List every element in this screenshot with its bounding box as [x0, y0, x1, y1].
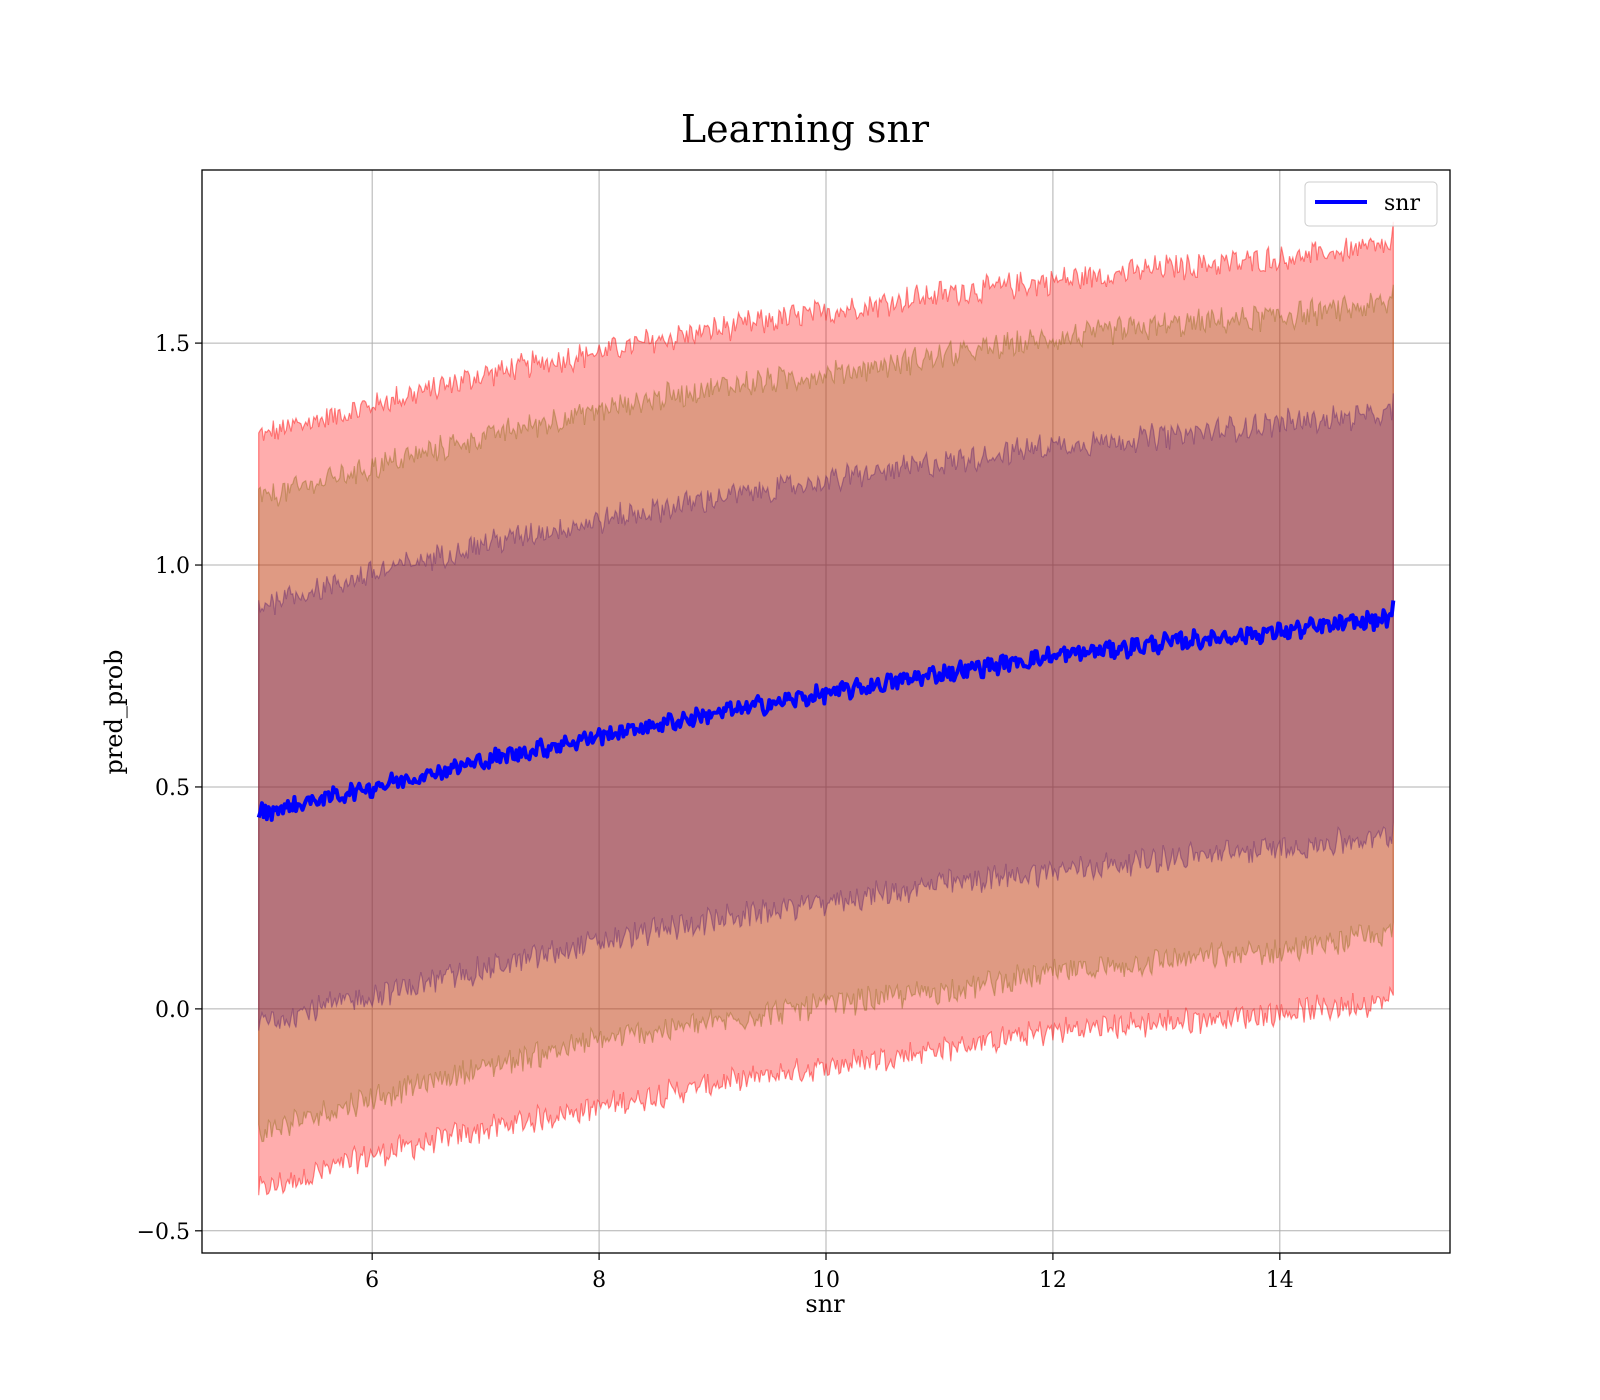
legend-entry-snr: snr: [1384, 191, 1420, 216]
y-tick-label: 0.5: [155, 776, 190, 801]
chart-title: Learning snr: [681, 107, 930, 151]
y-tick-label: 0.0: [155, 998, 190, 1023]
series-lines: [256, 600, 1396, 822]
confidence-bands: [258, 221, 1394, 1196]
x-tick-label: 14: [1266, 1268, 1294, 1293]
series-line-snr: [256, 600, 1396, 822]
legend: snr: [1304, 181, 1438, 227]
x-tick-label: 6: [365, 1268, 379, 1293]
x-axis-label: snr: [805, 1290, 845, 1318]
y-tick-label: 1.0: [155, 554, 190, 579]
x-tick-label: 10: [812, 1268, 840, 1293]
confidence-band-2: [258, 393, 1394, 1031]
x-tick-label: 8: [592, 1268, 606, 1293]
x-tick-label: 12: [1039, 1268, 1067, 1293]
y-tick-label: 1.5: [155, 332, 190, 357]
axis-ticks: 6 8 10 12 14 −0.5 0.0 0.5 1.0 1.5: [137, 332, 1294, 1293]
y-axis-label: pred_prob: [100, 649, 128, 774]
legend-box: [1304, 181, 1438, 227]
grid-lines: [202, 170, 1450, 1253]
y-tick-label: −0.5: [137, 1220, 190, 1245]
confidence-band-1: [258, 284, 1394, 1143]
confidence-band-0: [258, 221, 1394, 1196]
